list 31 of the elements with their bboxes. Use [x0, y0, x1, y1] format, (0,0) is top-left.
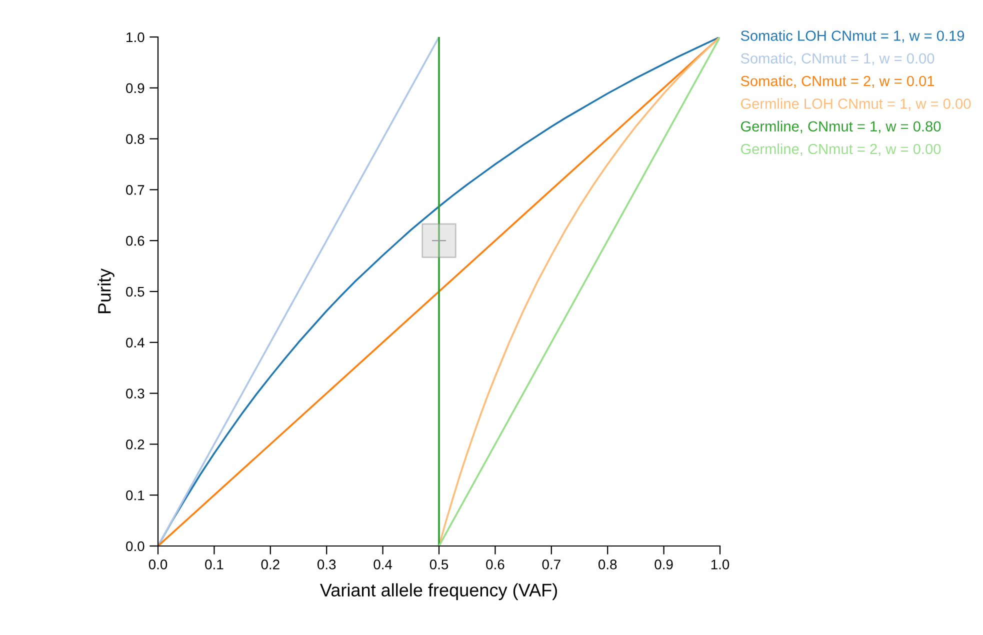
text: Somatic, CNmut = 1, w = 0.00: [740, 52, 934, 66]
x-tick-label: 0.6: [486, 560, 504, 570]
y-tick-label: 0.8: [126, 134, 144, 144]
x-tick-label: 0.7: [542, 560, 560, 570]
y-axis-title: Purity: [98, 268, 114, 314]
line-series: [438, 37, 720, 546]
text: Germline, CNmut = 1, w = 0.80: [740, 120, 941, 134]
x-tick-label: 0.9: [654, 560, 673, 570]
y-tick-label: 0.3: [126, 388, 144, 398]
y-tick-label: 0.1: [126, 490, 144, 500]
x-tick-label: 0.0: [148, 560, 168, 570]
text: Germline, CNmut = 2, w = 0.00: [740, 143, 941, 156]
y-tick-label: 0.9: [126, 83, 144, 94]
y-tick-label: 0.2: [126, 440, 144, 450]
x-tick-label: 0.4: [374, 560, 392, 570]
x-tick-label: 0.8: [598, 560, 617, 570]
text: Germline LOH CNmut = 1, w = 0.00: [740, 98, 971, 111]
x-tick-label: 1.0: [711, 560, 730, 570]
x-tick-label: 0.1: [205, 560, 224, 570]
text: Somatic, CNmut = 2, w = 0.01: [740, 76, 934, 88]
series-label: Somatic LOH CNmut = 1, w = 0.19: [740, 30, 964, 43]
x-tick-label: 0.5: [430, 560, 448, 570]
y-tick-label: 0.7: [126, 185, 144, 195]
x-tick-label: 0.2: [261, 560, 280, 570]
y-tick-label: 0.0: [126, 541, 144, 552]
y-tick-label: 0.4: [126, 338, 144, 348]
x-tick-label: 0.3: [317, 560, 336, 570]
y-tick-label: 1.0: [126, 32, 144, 42]
y-tick-label: 0.6: [126, 236, 144, 246]
x-axis-title: Variant allele frequency (VAF): [320, 583, 557, 600]
y-tick-label: 0.5: [126, 286, 144, 297]
